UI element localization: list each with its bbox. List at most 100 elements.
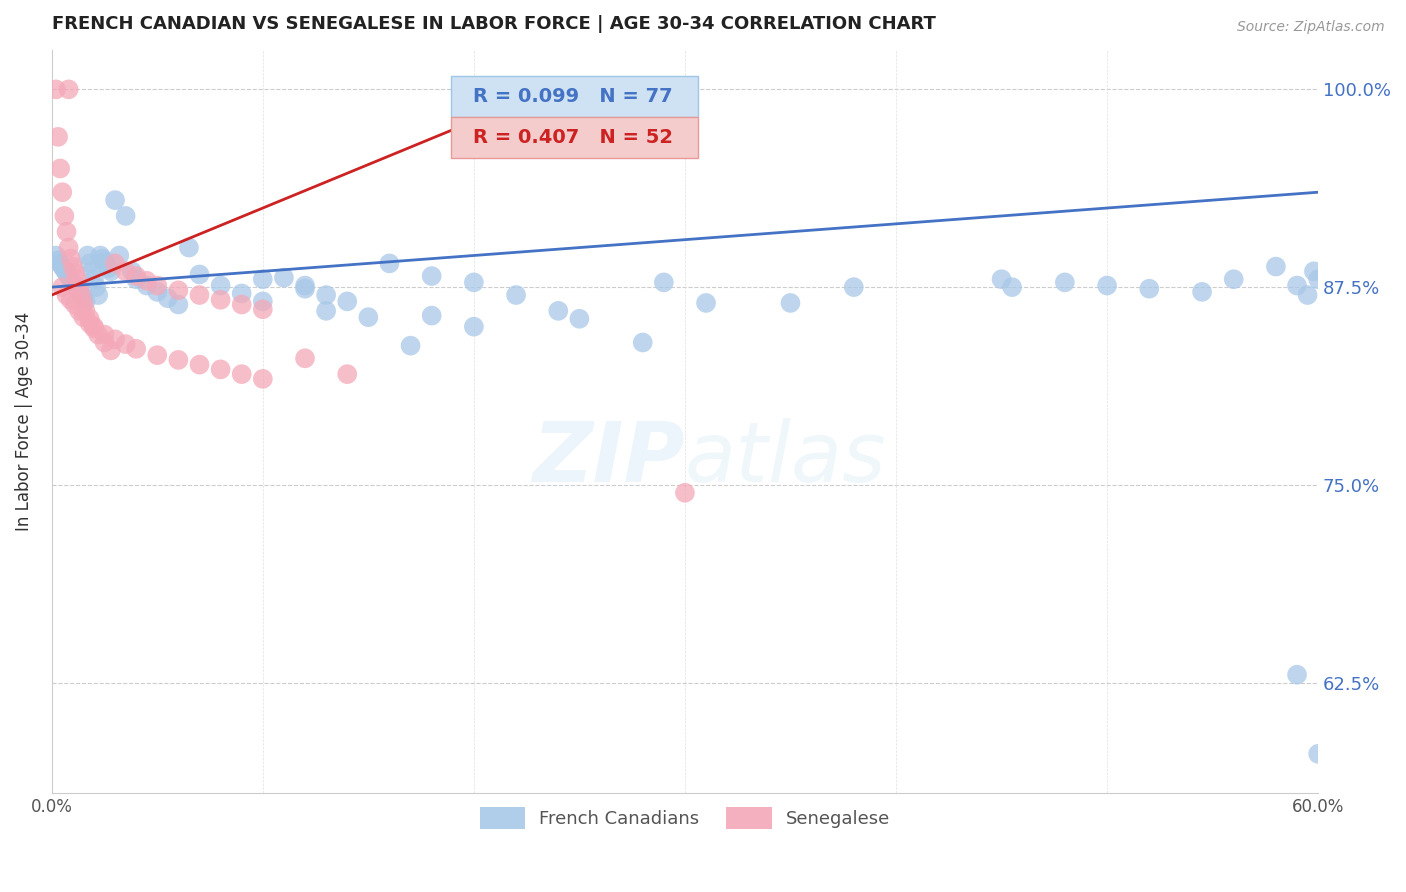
Point <box>75 303 97 318</box>
Point <box>59 252 82 266</box>
Point <box>108 248 131 262</box>
Point <box>188 358 211 372</box>
Point <box>1095 278 1118 293</box>
Point <box>231 297 253 311</box>
Point <box>83 319 105 334</box>
Point <box>135 278 157 293</box>
Point <box>146 278 169 293</box>
Point <box>1296 288 1319 302</box>
Point <box>55 225 77 239</box>
Point <box>779 296 801 310</box>
Point <box>378 256 401 270</box>
Point <box>46 129 69 144</box>
Point <box>125 268 148 283</box>
Point <box>45 248 67 262</box>
Point <box>58 82 80 96</box>
Point <box>83 272 105 286</box>
Point <box>1137 282 1160 296</box>
Point <box>63 278 86 293</box>
Point <box>55 266 77 280</box>
Point <box>167 352 190 367</box>
Point <box>91 252 114 266</box>
Point <box>72 310 94 325</box>
Point <box>114 264 136 278</box>
Point <box>66 282 89 296</box>
Point <box>100 343 122 358</box>
Point <box>76 248 98 262</box>
Point <box>568 311 591 326</box>
Point <box>104 332 127 346</box>
Point <box>114 209 136 223</box>
Point <box>49 161 72 176</box>
FancyBboxPatch shape <box>451 117 697 158</box>
Point <box>673 485 696 500</box>
Point <box>96 258 118 272</box>
Point <box>146 285 169 299</box>
Point <box>135 274 157 288</box>
Point <box>652 276 675 290</box>
Point <box>336 367 359 381</box>
Point <box>121 264 143 278</box>
Point <box>420 268 443 283</box>
Point <box>51 260 73 274</box>
Point <box>1053 276 1076 290</box>
Point <box>399 339 422 353</box>
Point <box>59 272 82 286</box>
Point <box>505 288 527 302</box>
Point <box>177 241 200 255</box>
Point <box>1264 260 1286 274</box>
Point <box>45 82 67 96</box>
Point <box>695 296 717 310</box>
FancyBboxPatch shape <box>451 76 697 117</box>
Text: ZIP: ZIP <box>533 418 685 500</box>
Point <box>294 282 316 296</box>
Point <box>463 276 485 290</box>
Point <box>1285 278 1308 293</box>
Point <box>842 280 865 294</box>
Point <box>100 264 122 278</box>
Point <box>252 294 274 309</box>
Point <box>49 256 72 270</box>
Point <box>188 268 211 282</box>
Point <box>46 253 69 268</box>
Point <box>70 288 93 302</box>
Point <box>53 262 76 277</box>
Point <box>66 272 89 286</box>
Point <box>62 276 84 290</box>
Point <box>70 288 93 302</box>
Point <box>72 291 94 305</box>
Point <box>252 302 274 317</box>
Point <box>58 241 80 255</box>
Point <box>252 272 274 286</box>
Point <box>55 288 77 302</box>
Point <box>1308 272 1330 286</box>
Point <box>209 278 232 293</box>
Point <box>87 288 110 302</box>
Point <box>53 209 76 223</box>
Point <box>125 272 148 286</box>
Point <box>231 286 253 301</box>
Point <box>125 342 148 356</box>
Point <box>104 256 127 270</box>
Point <box>315 303 337 318</box>
Point <box>547 303 569 318</box>
Point <box>80 264 103 278</box>
Point <box>209 293 232 307</box>
Point <box>1303 264 1326 278</box>
Point <box>463 319 485 334</box>
Point <box>87 327 110 342</box>
Point <box>58 268 80 283</box>
Legend: French Canadians, Senegalese: French Canadians, Senegalese <box>472 800 897 837</box>
Point <box>84 280 107 294</box>
Point <box>294 351 316 366</box>
Point <box>1285 667 1308 681</box>
Point <box>51 185 73 199</box>
Point <box>273 270 295 285</box>
Point <box>72 296 94 310</box>
Point <box>75 294 97 309</box>
Point <box>156 291 179 305</box>
Point <box>631 335 654 350</box>
Point <box>252 372 274 386</box>
Point <box>62 260 84 274</box>
Point <box>1191 285 1213 299</box>
